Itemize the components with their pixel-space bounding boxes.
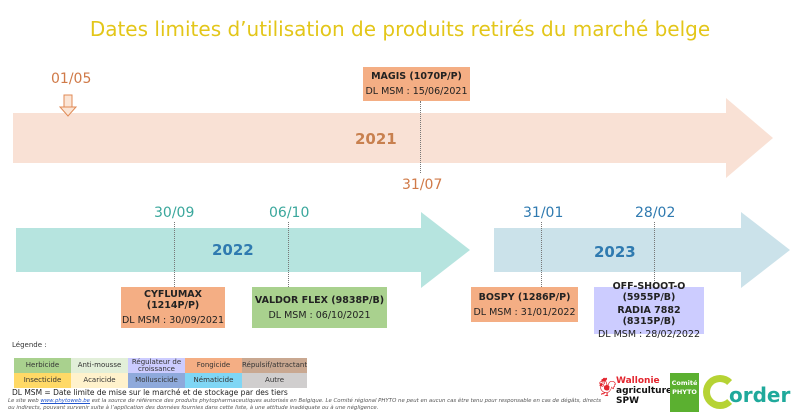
disclaimer-pre: Le site web	[8, 398, 41, 404]
connector-line	[420, 101, 421, 173]
phytoweb-link[interactable]: www.phytoweb.be	[40, 398, 90, 404]
connector-line	[174, 222, 175, 287]
legend-anti-mousse: Anti-mousse	[71, 358, 128, 373]
product-dl: DL MSM : 31/01/2022	[473, 306, 576, 318]
timeline-arrows	[13, 94, 790, 288]
date-28-02: 28/02	[635, 205, 676, 221]
date-01-05: 01/05	[51, 71, 92, 87]
connector-line	[654, 222, 655, 287]
legend-nematicide: Nématicide	[185, 373, 242, 388]
arrow-2021	[13, 98, 773, 178]
corder-logo: order	[703, 373, 793, 413]
arrow-2022	[16, 212, 470, 288]
legend-repulsif: Répulsif/attractant	[242, 358, 308, 373]
product-name: OFF-SHOOT-O (5955P/B)	[612, 281, 686, 303]
product-dl: DL MSM : 15/06/2021	[365, 86, 468, 97]
product-box-cyflumax: CYFLUMAX (1214P/P) DL MSM : 30/09/2021	[121, 287, 225, 328]
product-name-2: RADIA 7882 (8315P/B)	[617, 305, 681, 327]
product-dl: DL MSM : 06/10/2021	[268, 309, 371, 321]
year-2022: 2022	[212, 241, 254, 259]
product-box-magis: MAGIS (1070P/P) DL MSM : 15/06/2021	[363, 67, 470, 101]
corder-c-icon	[703, 375, 737, 409]
legend-autre: Autre	[242, 373, 308, 388]
disclaimer-post: est la source de référence des produits …	[8, 398, 602, 412]
legend-label: Légende :	[12, 341, 47, 349]
legend-molluscicide: Molluscicide	[128, 373, 185, 388]
legend-fongicide: Fongicide	[185, 358, 242, 373]
year-2023: 2023	[594, 243, 636, 261]
product-name: CYFLUMAX (1214P/P)	[144, 289, 202, 311]
date-06-10: 06/10	[269, 205, 310, 221]
product-dl: DL MSM : 28/02/2022	[597, 329, 701, 340]
product-dl: DL MSM : 30/09/2021	[121, 315, 225, 326]
wallonie-logo: 🐓︎ Wallonie agriculture SPW	[596, 376, 673, 406]
product-name: VALDOR FLEX (9838P/B)	[254, 294, 385, 306]
comite-phyto-logo: Comité PHYTO	[670, 373, 699, 412]
rooster-icon: 🐓︎	[596, 377, 619, 398]
product-name: BOSPY (1286P/P)	[478, 291, 571, 303]
legend-regulateur: Régulateur de croissance	[128, 358, 185, 373]
disclaimer: Le site web www.phytoweb.be est la sourc…	[8, 398, 608, 413]
product-box-off-shoot-radia: OFF-SHOOT-O (5955P/B) RADIA 7882 (8315P/…	[594, 281, 704, 340]
legend-acaricide: Acaricide	[71, 373, 128, 388]
product-name: MAGIS (1070P/P)	[371, 71, 462, 82]
date-30-09: 30/09	[154, 205, 195, 221]
connector-line	[541, 222, 542, 287]
connector-line	[288, 222, 289, 287]
dl-msm-note: DL MSM = Date limite de mise sur le marc…	[12, 388, 288, 397]
arrow-2023	[494, 212, 790, 288]
legend-herbicide: Herbicide	[14, 358, 71, 373]
product-box-bospy: BOSPY (1286P/P) DL MSM : 31/01/2022	[471, 287, 578, 322]
date-31-07: 31/07	[402, 177, 443, 193]
product-box-valdor-flex: VALDOR FLEX (9838P/B) DL MSM : 06/10/202…	[252, 287, 387, 328]
year-2021: 2021	[355, 130, 397, 148]
legend-table: Herbicide Anti-mousse Régulateur de croi…	[14, 358, 308, 388]
date-31-01: 31/01	[523, 205, 564, 221]
page-title: Dates limites d’utilisation de produits …	[89, 17, 711, 41]
down-arrow-icon	[58, 94, 78, 117]
legend-insecticide: Insecticide	[14, 373, 71, 388]
